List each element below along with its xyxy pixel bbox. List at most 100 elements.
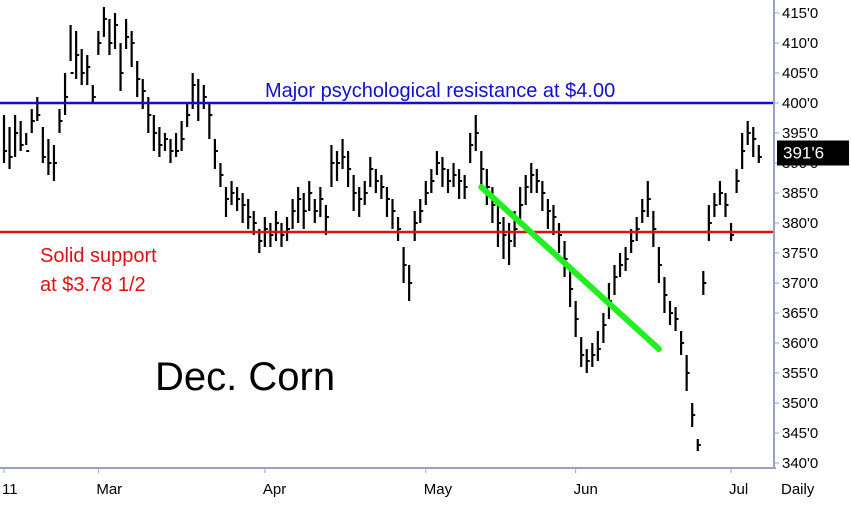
price-tick-label: 355'0 [782, 365, 818, 382]
price-bar [291, 199, 296, 229]
price-axis: 415'0410'0405'0400'0395'0390'0385'0380'0… [774, 5, 818, 472]
price-bar [52, 145, 57, 181]
price-bar [219, 163, 224, 187]
time-tick-label: Jun [574, 481, 598, 498]
price-tick-label: 415'0 [782, 5, 818, 22]
price-bar [413, 211, 418, 241]
price-bar [707, 205, 712, 241]
price-bar [58, 109, 63, 133]
price-bar [696, 439, 701, 451]
price-bar [524, 175, 529, 205]
price-bar [280, 223, 285, 247]
support-annotation-line1: Solid support [40, 245, 157, 267]
price-bar [735, 169, 740, 193]
chart-title: Dec. Corn [155, 355, 335, 399]
price-tick-label: 395'0 [782, 125, 818, 142]
price-bar [36, 97, 41, 121]
price-bar [213, 139, 218, 169]
price-bar [435, 151, 440, 175]
price-tick-label: 375'0 [782, 245, 818, 262]
last-price-box [777, 140, 849, 166]
price-bar [679, 331, 685, 355]
time-axis: 11 Mar Apr May Jun Jul [2, 468, 748, 498]
price-bar [80, 49, 85, 85]
price-bar [480, 151, 485, 187]
price-bar [557, 223, 562, 253]
price-tick-label: 345'0 [782, 425, 818, 442]
price-bar [618, 253, 624, 277]
time-tick-label: Jul [729, 481, 748, 498]
price-bar [324, 205, 329, 235]
price-bar [302, 193, 307, 229]
price-bar [402, 247, 407, 283]
price-bar [241, 193, 246, 223]
price-bar [718, 181, 723, 205]
price-bar [574, 301, 579, 337]
price-bar [158, 127, 163, 157]
price-bar [63, 73, 69, 115]
price-bar [668, 301, 673, 325]
price-bar [208, 103, 213, 139]
price-bar [424, 181, 429, 205]
price-bar [8, 127, 13, 169]
resistance-annotation: Major psychological resistance at $4.00 [265, 80, 615, 102]
price-bar [358, 187, 363, 217]
price-bar [19, 121, 24, 151]
price-bar [685, 355, 690, 391]
price-bar [247, 199, 252, 229]
price-bar [596, 331, 601, 361]
price-bar [419, 199, 424, 223]
price-bar [391, 199, 396, 229]
price-bar [674, 307, 679, 331]
price-bar [613, 265, 618, 295]
price-bar [463, 175, 468, 199]
price-bar [568, 271, 574, 307]
price-bar [624, 247, 629, 271]
time-tick-label: May [424, 481, 453, 498]
price-bar [341, 139, 346, 169]
price-bar [535, 169, 540, 193]
price-bar [75, 31, 80, 79]
price-bar [330, 145, 335, 187]
price-bar [757, 145, 762, 163]
price-bar [458, 169, 463, 199]
price-bar [702, 271, 707, 295]
price-bar [41, 127, 46, 163]
price-bar [14, 115, 19, 157]
price-tick-label: 370'0 [782, 275, 818, 292]
price-bar [408, 265, 413, 301]
time-tick-label: Apr [263, 481, 286, 498]
last-price-label: 391'6 [783, 144, 824, 163]
price-bar [113, 13, 118, 49]
price-bar [130, 31, 135, 67]
price-bar [313, 199, 318, 223]
price-tick-label: 340'0 [782, 455, 818, 472]
price-bar [91, 85, 96, 103]
price-bar [47, 139, 52, 175]
price-bar [502, 217, 507, 259]
time-tick-label: Mar [96, 481, 122, 498]
price-bar [308, 181, 313, 211]
price-bar [274, 211, 279, 241]
price-bar [25, 133, 30, 152]
price-tick-label: 385'0 [782, 185, 818, 202]
price-bar [285, 217, 291, 241]
price-bar [724, 193, 729, 217]
price-bar [691, 403, 696, 427]
price-bar [474, 115, 479, 151]
price-bar [635, 217, 640, 241]
price-bar [652, 211, 657, 247]
price-bar [102, 7, 107, 37]
price-bar [169, 139, 174, 163]
price-tick-label: 380'0 [782, 215, 818, 232]
price-bar [363, 181, 368, 205]
price-bar [591, 343, 596, 367]
price-bar [224, 187, 229, 217]
price-bar [108, 19, 113, 55]
period-label: Daily [781, 481, 815, 498]
price-bars [2, 7, 762, 451]
price-bar [657, 247, 662, 283]
price-bar [374, 169, 379, 193]
price-bar [69, 25, 74, 74]
price-bar [441, 157, 446, 187]
